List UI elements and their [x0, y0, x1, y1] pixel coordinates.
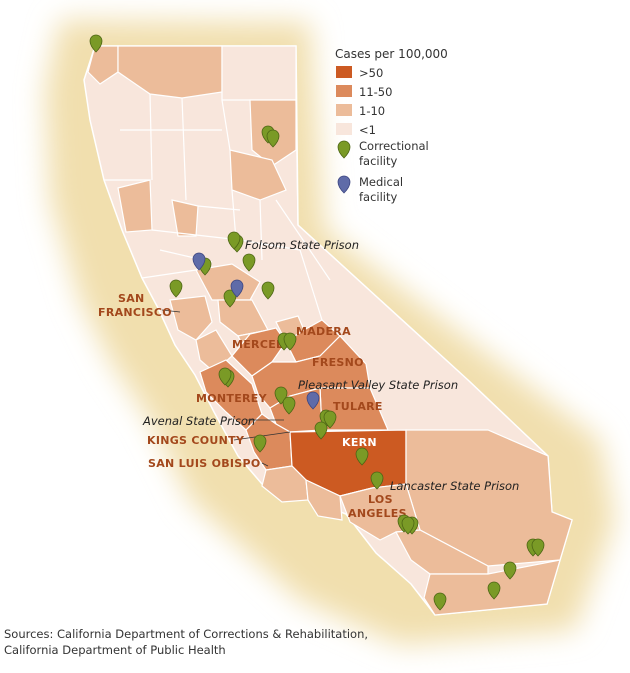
label-lancaster-state-prison: Lancaster State Prison: [390, 479, 519, 493]
correctional-facility-pin-icon: [323, 410, 337, 429]
correctional-facility-pin-icon: [503, 561, 517, 580]
correctional-facility-pin-icon: [218, 367, 232, 386]
legend-medical-pin-icon: [337, 175, 351, 194]
correctional-facility-pin-icon: [314, 421, 328, 440]
county-modoc: [221, 45, 297, 101]
legend-correctional-line2: facility: [359, 154, 398, 168]
correctional-facility-pin-icon: [401, 516, 415, 535]
legend-swatch-mid: [336, 85, 352, 97]
label-san-francisco-1: SAN: [118, 292, 145, 305]
label-avenal-state-prison: Avenal State Prison: [142, 414, 255, 428]
county-del-norte: [87, 45, 119, 85]
legend-swatch-high: [336, 66, 352, 78]
legend-swatch-min: [336, 123, 352, 135]
label-tulare: TULARE: [333, 400, 383, 413]
legend-label-mid: 11-50: [359, 85, 392, 99]
facility-pins: [89, 34, 545, 611]
medical-facility-pin-icon: [192, 252, 206, 271]
correctional-facility-pin-icon: [282, 396, 296, 415]
legend-label-low: 1-10: [359, 104, 385, 118]
label-kern: KERN: [342, 436, 377, 449]
legend-label-min: <1: [359, 123, 376, 137]
legend: Cases per 100,000 >50 11-50 1-10 <1 Corr…: [335, 47, 448, 204]
legend-swatch-low: [336, 104, 352, 116]
correctional-facility-pin-icon: [283, 332, 297, 351]
legend-medical-line1: Medical: [359, 175, 403, 189]
county-plumas: [229, 149, 287, 201]
legend-medical-line2: facility: [359, 190, 398, 204]
label-madera: MADERA: [296, 325, 351, 338]
correctional-facility-pin-icon: [355, 447, 369, 466]
correctional-facility-pin-icon: [253, 434, 267, 453]
correctional-facility-pin-icon: [89, 34, 103, 53]
county-sacramento-region: [195, 263, 261, 301]
label-monterey: MONTEREY: [196, 392, 268, 405]
sources-line-2: California Department of Public Health: [4, 643, 226, 657]
correctional-facility-pin-icon: [487, 581, 501, 600]
label-kings-county: KINGS COUNTY: [147, 434, 245, 447]
correctional-facility-pin-icon: [169, 279, 183, 298]
label-los-angeles-2: ANGELES: [348, 507, 407, 520]
correctional-facility-pin-icon: [261, 281, 275, 300]
label-los-angeles-1: LOS: [368, 493, 393, 506]
legend-correctional-line1: Correctional: [359, 139, 429, 153]
legend-correctional-pin-icon: [337, 140, 351, 159]
county-ventura: [305, 479, 343, 521]
label-fresno: FRESNO: [312, 356, 364, 369]
correctional-facility-pin-icon: [433, 592, 447, 611]
correctional-facility-pin-icon: [223, 289, 237, 308]
correctional-facility-pin-icon: [370, 471, 384, 490]
correctional-facility-pin-icon: [266, 129, 280, 148]
label-san-luis-obispo: SAN LUIS OBISPO: [148, 457, 261, 470]
label-folsom-state-prison: Folsom State Prison: [245, 238, 359, 252]
county-glenn: [171, 199, 199, 237]
sources-note: Sources: California Department of Correc…: [4, 626, 368, 658]
correctional-facility-pin-icon: [531, 538, 545, 557]
correctional-facility-pin-icon: [227, 231, 241, 250]
legend-label-high: >50: [359, 66, 383, 80]
label-pleasant-valley-state-prison: Pleasant Valley State Prison: [298, 378, 458, 392]
county-bay-area: [169, 295, 213, 341]
medical-facility-pin-icon: [306, 391, 320, 410]
medical-facility-pin-icon: [230, 279, 244, 298]
correctional-facility-pin-icon: [242, 253, 256, 272]
label-merced: MERCED: [232, 338, 285, 351]
sources-line-1: Sources: California Department of Correc…: [4, 627, 369, 641]
legend-title: Cases per 100,000: [335, 47, 448, 61]
label-san-francisco-2: FRANCISCO: [98, 306, 172, 319]
